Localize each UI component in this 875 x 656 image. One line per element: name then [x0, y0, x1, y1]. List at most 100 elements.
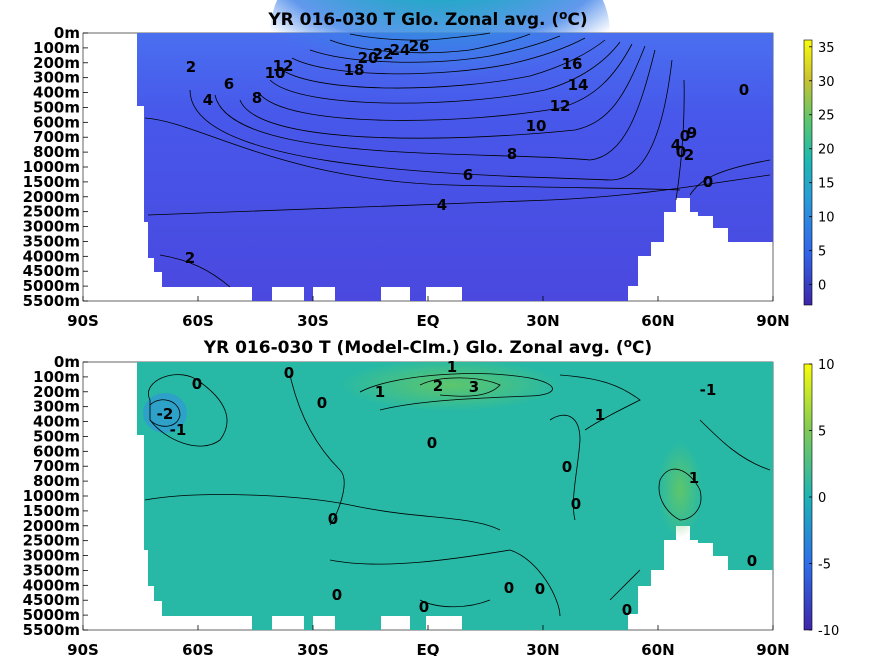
contour-label: 3	[469, 378, 479, 396]
y-tick-label: 800m	[33, 472, 80, 490]
x-tick-label: 60N	[641, 641, 674, 656]
contour-label: 2	[684, 146, 694, 164]
chart-title-1: YR 016-030 T Glo. Zonal avg. (oC)	[267, 8, 587, 30]
contour-label: 9	[687, 124, 697, 142]
y-tick-label: 5500m	[23, 292, 80, 310]
y-tick-label: 800m	[33, 143, 80, 161]
y-tick-label: 5000m	[23, 606, 80, 624]
y-tick-label: 1000m	[23, 158, 80, 176]
y-tick-label: 200m	[33, 383, 80, 401]
y-tick-label: 600m	[33, 442, 80, 460]
contour-label: 0	[562, 458, 572, 476]
y-tick-label: 400m	[33, 413, 80, 431]
y-tick-label: 5000m	[23, 277, 80, 295]
contour-label: -2	[157, 405, 174, 423]
contour-label: 20	[358, 49, 379, 67]
x-tick-label: 90N	[756, 312, 789, 330]
y-tick-label: 0m	[54, 353, 80, 371]
y-tick-label: 700m	[33, 128, 80, 146]
contour-label: 1	[375, 383, 385, 401]
data-field-1	[137, 33, 773, 301]
contour-label: 8	[507, 145, 517, 163]
y-tick-label: 300m	[33, 398, 80, 416]
contour-label: 0	[676, 143, 686, 161]
y-tick-label: 3000m	[23, 547, 80, 565]
contour-label: 10	[265, 64, 286, 82]
contour-label: 2	[185, 249, 195, 267]
contour-label: 4	[203, 91, 213, 109]
panel-1	[82, 0, 774, 302]
x-tick-label: 60S	[182, 312, 214, 330]
x-tick-label: EQ	[417, 641, 440, 656]
contour-label: 26	[409, 37, 430, 55]
panel-2	[82, 359, 774, 631]
y-tick-label: 1000m	[23, 487, 80, 505]
contour-label: 2	[433, 377, 443, 395]
colorbar-tick-label: 10	[818, 358, 835, 373]
y-tick-label: 4500m	[23, 591, 80, 609]
contour-label: 16	[562, 55, 583, 73]
contour-label: 0	[328, 510, 338, 528]
contour-label: 4	[437, 196, 447, 214]
contour-label: 0	[747, 552, 757, 570]
contour-label: 1	[595, 406, 605, 424]
contour-label: 0	[284, 364, 294, 382]
y-tick-label: 3500m	[23, 232, 80, 250]
colorbar-tick-label: -5	[818, 558, 831, 573]
contour-label: 0	[680, 127, 690, 145]
colorbar-1	[803, 39, 813, 306]
x-tick-label: 30S	[297, 641, 329, 656]
x-tick-label: 90S	[67, 641, 99, 656]
colorbar-tick-label: -10	[818, 624, 839, 639]
contour-label: 6	[463, 166, 473, 184]
y-tick-label: 3500m	[23, 561, 80, 579]
colorbar-tick-label: 25	[818, 109, 835, 124]
x-tick-label: 90S	[67, 312, 99, 330]
y-tick-label: 1500m	[23, 502, 80, 520]
y-tick-label: 1500m	[23, 173, 80, 191]
colorbar-tick-label: 35	[818, 41, 835, 56]
colorbar-tick-label: 0	[818, 279, 826, 294]
y-tick-label: 100m	[33, 368, 80, 386]
contour-label: 2	[186, 58, 196, 76]
colorbar-tick-label: 5	[818, 245, 826, 260]
contour-label: 18	[344, 61, 365, 79]
contour-label: 0	[317, 394, 327, 412]
chart-title-2: YR 016-030 T (Model-Clm.) Glo. Zonal avg…	[203, 336, 652, 358]
data-field-2	[137, 362, 773, 630]
contour-label: 0	[622, 601, 632, 619]
colorbar-tick-label: 30	[818, 75, 835, 90]
y-tick-label: 2500m	[23, 203, 80, 221]
contour-label: 6	[224, 75, 234, 93]
contour-label: -1	[700, 381, 717, 399]
y-tick-label: 400m	[33, 84, 80, 102]
y-tick-label: 0m	[54, 24, 80, 42]
colorbar-tick-label: 5	[818, 425, 826, 440]
y-tick-label: 100m	[33, 39, 80, 57]
colorbar-tick-label: 10	[818, 211, 835, 226]
y-tick-label: 2500m	[23, 532, 80, 550]
contour-label: 0	[535, 580, 545, 598]
contour-label: 0	[571, 495, 581, 513]
contour-label: 0	[192, 375, 202, 393]
contour-label: 22	[373, 45, 394, 63]
x-tick-label: 30N	[526, 641, 559, 656]
y-tick-label: 3000m	[23, 218, 80, 236]
y-tick-label: 600m	[33, 113, 80, 131]
y-tick-label: 500m	[33, 427, 80, 445]
warm-pool-1	[270, 0, 610, 148]
contour-label: 24	[390, 41, 411, 59]
contour-label: 0	[739, 81, 749, 99]
contour-label: 0	[504, 579, 514, 597]
x-tick-label: 30S	[297, 312, 329, 330]
contour-label: 1	[689, 469, 699, 487]
x-tick-label: 60N	[641, 312, 674, 330]
contour-label: 0	[703, 173, 713, 191]
y-tick-label: 4000m	[23, 247, 80, 265]
y-tick-label: 300m	[33, 69, 80, 87]
y-tick-label: 5500m	[23, 621, 80, 639]
contour-lines-1	[144, 32, 771, 288]
y-tick-label: 4500m	[23, 262, 80, 280]
colorbar-tick-label: 0	[818, 491, 826, 506]
contour-label: 4	[671, 136, 681, 154]
